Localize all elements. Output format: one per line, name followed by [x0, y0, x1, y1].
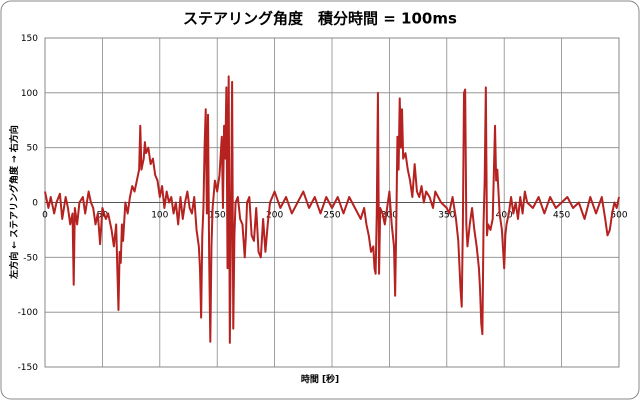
data-line: [44, 75, 620, 344]
y-tick-label: -150: [18, 363, 39, 373]
y-tick-label: 100: [21, 89, 38, 99]
x-axis-label: 時間 [秒]: [301, 373, 339, 385]
x-tick-label: 500: [610, 211, 627, 221]
y-tick-label: -100: [18, 308, 39, 318]
chart-title: ステアリング角度 積分時間 = 100ms: [183, 10, 457, 28]
y-tick-label: 50: [27, 144, 39, 154]
x-tick-label: 450: [553, 211, 570, 221]
x-tick-label: 300: [381, 211, 398, 221]
x-tick-label: 0: [42, 211, 48, 221]
x-tick-label: 350: [438, 211, 455, 221]
x-tick-label: 400: [496, 211, 513, 221]
x-tick-label: 200: [266, 211, 283, 221]
x-tick-label: 150: [209, 211, 226, 221]
y-tick-label: 0: [32, 199, 38, 209]
y-tick-label: 150: [21, 34, 38, 44]
y-tick-label: -50: [23, 253, 38, 263]
x-tick-label: 250: [323, 211, 340, 221]
x-tick-label: 100: [151, 211, 168, 221]
y-axis-label: 左方向 ← ステアリング角度 → 右方向: [8, 125, 20, 280]
